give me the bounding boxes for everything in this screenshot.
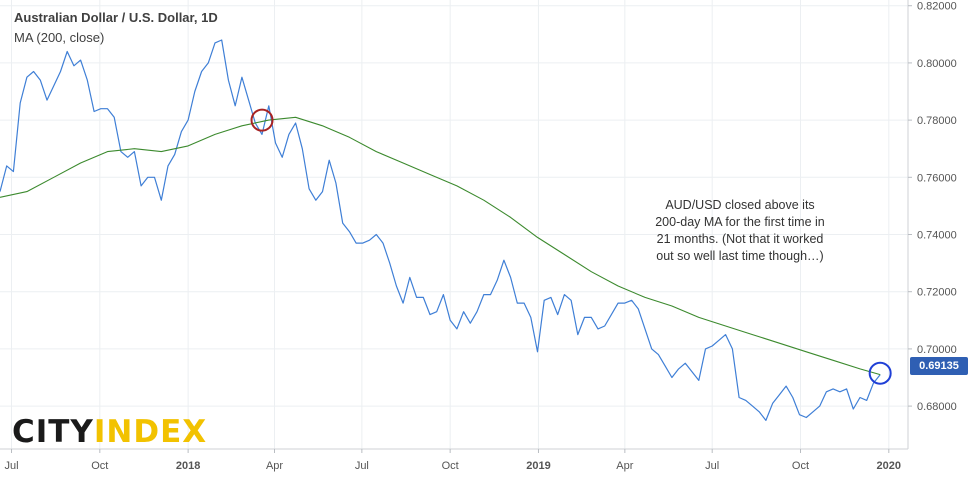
y-tick-label: 0.80000: [917, 58, 957, 70]
series-line-ma200: [0, 116, 881, 376]
x-tick-label: Apr: [616, 460, 633, 472]
city-index-logo: CITYINDEX: [12, 414, 207, 450]
series-layer: [0, 39, 881, 421]
grid: [0, 0, 908, 449]
series-line-close: [0, 39, 881, 421]
logo-part-index: INDEX: [93, 414, 208, 450]
x-tick-label: Oct: [91, 460, 108, 472]
x-tick-label: 2018: [176, 460, 200, 472]
x-axis: Jul Oct 2018 Apr Jul Oct 2019 Apr Jul Oct 2020: [4, 449, 901, 472]
x-tick-label: Jul: [355, 460, 369, 472]
x-tick-label: Jul: [705, 460, 719, 472]
last-price-label: 0.69135: [910, 357, 968, 375]
highlight-marker-1: [250, 108, 274, 132]
x-tick-label: 2020: [877, 460, 901, 472]
chart-title: Australian Dollar / U.S. Dollar, 1D: [14, 10, 218, 25]
chart-subtitle: MA (200, close): [14, 30, 105, 45]
logo-part-city: CITY: [12, 414, 94, 450]
y-tick-label: 0.74000: [917, 230, 957, 242]
y-axis: 0.68000 0.70000 0.72000 0.74000 0.76000 0.780…: [908, 1, 957, 413]
x-tick-label: Jul: [4, 460, 18, 472]
y-tick-label: 0.82000: [917, 1, 957, 13]
x-tick-label: Apr: [266, 460, 283, 472]
x-tick-label: 2019: [526, 460, 550, 472]
y-tick-label: 0.76000: [917, 172, 957, 184]
chart-annotation: AUD/USD closed above its 200-day MA for …: [655, 198, 825, 263]
x-tick-label: Oct: [792, 460, 809, 472]
x-tick-label: Oct: [442, 460, 459, 472]
y-tick-label: 0.78000: [917, 115, 957, 127]
y-tick-label: 0.68000: [917, 401, 957, 413]
marker-layer: [250, 108, 892, 385]
highlight-marker-2: [868, 361, 892, 385]
y-tick-label: 0.72000: [917, 287, 957, 299]
y-tick-label: 0.70000: [917, 344, 957, 356]
